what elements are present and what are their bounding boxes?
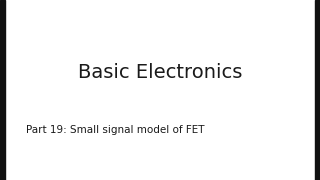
Bar <box>0 0 5 180</box>
Text: Basic Electronics: Basic Electronics <box>78 62 242 82</box>
Text: Part 19: Small signal model of FET: Part 19: Small signal model of FET <box>26 125 204 135</box>
Bar <box>315 0 320 180</box>
